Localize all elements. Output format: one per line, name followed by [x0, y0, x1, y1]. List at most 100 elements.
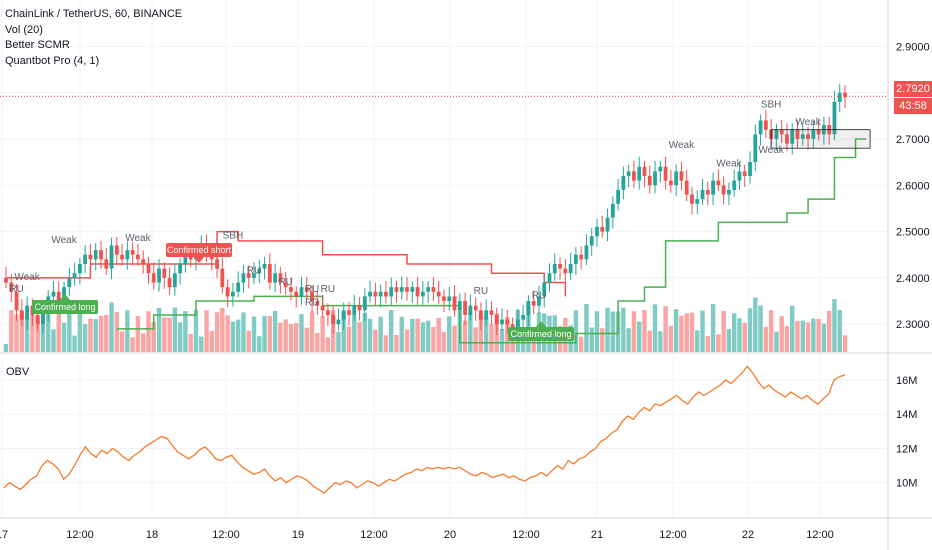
volume-bar — [531, 330, 536, 352]
volume-bar — [658, 331, 663, 352]
candle-body — [241, 273, 246, 283]
price-axis-tick: 2.7000 — [896, 134, 930, 146]
candle-body — [35, 314, 40, 325]
candle-body — [130, 250, 135, 255]
volume-bar — [288, 323, 294, 352]
indicator-better-scmr: Better SCMR — [5, 39, 70, 51]
volume-bar — [183, 311, 188, 352]
volume-bar — [204, 310, 209, 352]
volume-bar — [357, 322, 362, 352]
volume-bar — [82, 324, 88, 352]
volume-bar — [46, 307, 51, 352]
volume-bar — [710, 304, 716, 352]
candle-body — [104, 259, 109, 269]
candle-body — [526, 301, 531, 315]
candle-body — [832, 101, 837, 135]
candle-body — [632, 171, 636, 181]
volume-bar — [431, 326, 436, 352]
volume-bar — [811, 318, 816, 352]
candle-body — [663, 166, 668, 181]
candle-body — [521, 314, 526, 320]
candle-body — [558, 264, 562, 269]
candle-body — [347, 310, 351, 315]
countdown-badge: 43:58 — [894, 98, 932, 114]
volume-bar — [758, 305, 763, 352]
volume-bar — [447, 316, 452, 352]
range-box — [770, 129, 871, 149]
candle-body — [552, 264, 557, 274]
candle-body — [399, 287, 404, 292]
volume-bar — [832, 299, 837, 352]
candle-body — [51, 291, 56, 297]
candle-body — [479, 310, 483, 320]
candle-body — [320, 305, 325, 311]
candle-body — [183, 254, 188, 264]
candle-body — [800, 134, 805, 139]
volume-bar — [167, 317, 172, 352]
volume-bar — [251, 316, 257, 352]
candle-body — [505, 319, 510, 325]
symbol-title: ChainLink / TetherUS, 60, BINANCE — [5, 8, 183, 20]
volume-bar — [404, 329, 410, 352]
candle-body — [77, 264, 82, 274]
candle-body — [600, 226, 605, 232]
candle-body — [188, 254, 193, 260]
volume-bar — [336, 331, 341, 352]
candle-body — [405, 287, 409, 292]
time-axis-tick: 19 — [292, 529, 304, 541]
volume-bar — [125, 310, 130, 352]
volume-bar — [151, 321, 156, 352]
volume-bar — [209, 330, 214, 352]
volume-bar — [104, 314, 109, 352]
volume-bar — [663, 306, 668, 352]
volume-bar — [473, 327, 478, 352]
candle-body — [816, 129, 821, 135]
volume-bar — [747, 308, 753, 352]
volume-bar — [19, 311, 25, 352]
volume-bar — [98, 315, 104, 352]
confirmed-long-label: Confirmed long — [34, 302, 95, 312]
volume-bar — [199, 336, 204, 352]
obv-line — [3, 365, 846, 494]
candle-body — [690, 194, 694, 204]
candle-body — [484, 310, 489, 320]
candle-body — [674, 171, 679, 186]
last-price-badge: 2.7920 — [894, 81, 932, 97]
candle-body — [72, 273, 77, 278]
time-axis-tick: 12:00 — [806, 529, 834, 541]
volume-bar — [241, 312, 246, 352]
volume-bar — [826, 310, 832, 352]
obv-pane-label: OBV — [6, 366, 30, 378]
volume-bar — [700, 310, 705, 352]
volume-bar — [389, 310, 394, 352]
volume-bar — [462, 320, 468, 352]
candle-body — [262, 264, 267, 269]
volume-bar — [410, 318, 415, 352]
volume-bar — [77, 310, 83, 352]
candle-body — [114, 245, 119, 255]
candle-body — [705, 189, 710, 195]
candle-body — [304, 287, 309, 292]
time-axis-tick: 12:00 — [512, 529, 540, 541]
candle-body — [758, 120, 763, 135]
ru-tag: RU — [305, 284, 319, 295]
volume-bar — [362, 312, 368, 352]
volume-bar — [673, 309, 679, 352]
candle-body — [315, 301, 320, 306]
volume-bar — [631, 311, 637, 352]
candle-body — [563, 268, 568, 274]
candle-body — [679, 171, 684, 181]
volume-bar — [140, 333, 146, 352]
volume-bar — [637, 321, 642, 352]
confirmed-long-label-pointer — [536, 321, 546, 327]
volume-bar — [30, 314, 35, 352]
time-axis-tick: 17 — [0, 529, 8, 541]
confirmed-long-label-pointer — [60, 294, 70, 300]
confirmed-long-label: Confirmed long — [510, 329, 571, 339]
candle-body — [178, 264, 183, 274]
candle-body — [468, 305, 473, 315]
candle-body — [653, 171, 657, 186]
candle-body — [62, 287, 66, 302]
volume-bar — [246, 330, 251, 352]
